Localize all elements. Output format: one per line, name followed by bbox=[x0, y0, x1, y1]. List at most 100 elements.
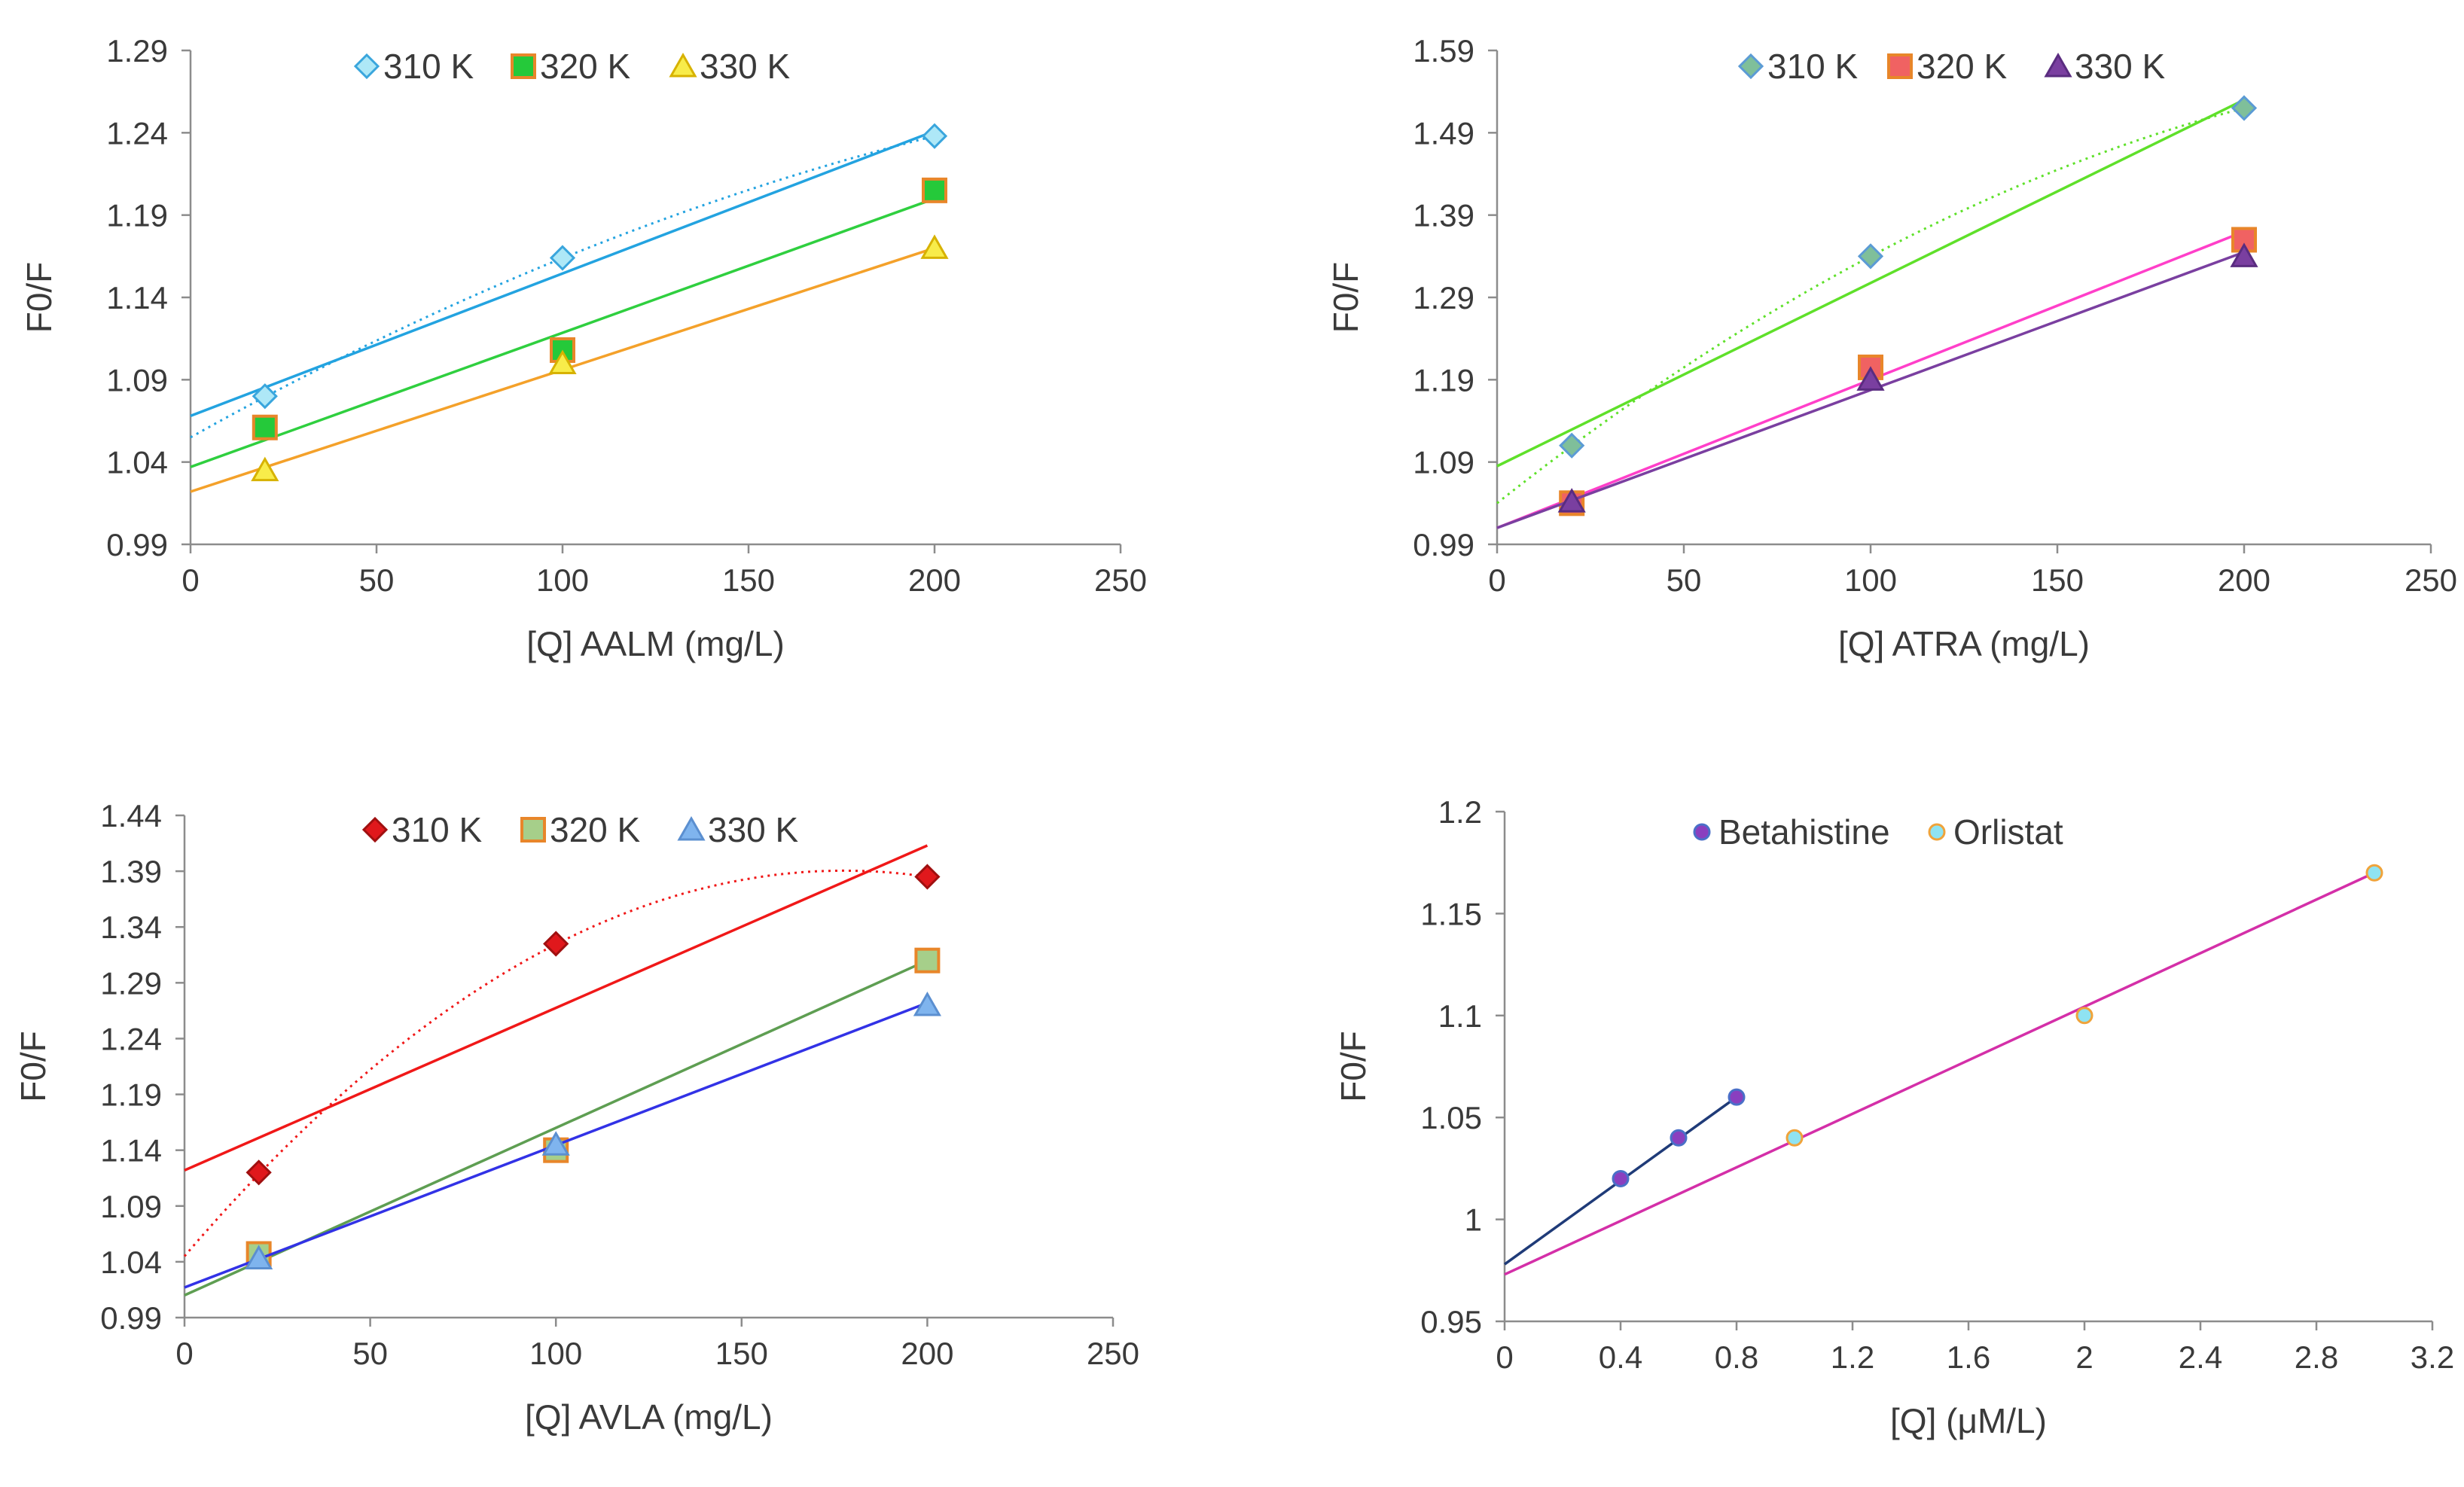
poly-trend-curve bbox=[190, 135, 935, 439]
data-point bbox=[913, 991, 941, 1016]
x-tick-label: 0 bbox=[175, 1336, 193, 1371]
x-tick-label: 200 bbox=[2218, 562, 2270, 598]
series-orlistat bbox=[1504, 864, 2383, 1276]
series-310-k bbox=[183, 844, 941, 1257]
trend-line bbox=[190, 130, 935, 418]
legend-label: 320 K bbox=[550, 810, 641, 849]
x-axis-title: [Q] AALM (mg/L) bbox=[526, 624, 785, 663]
y-tick-label: 1.05 bbox=[1420, 1100, 1482, 1135]
data-point bbox=[1857, 243, 1884, 270]
legend-marker bbox=[1693, 823, 1711, 841]
x-tick-label: 250 bbox=[1087, 1336, 1139, 1371]
y-tick-label: 1.09 bbox=[100, 1189, 162, 1224]
x-tick-label: 1.2 bbox=[1831, 1339, 1874, 1375]
data-point bbox=[251, 456, 279, 482]
x-tick-label: 3.2 bbox=[2411, 1339, 2454, 1375]
y-tick-label: 1.2 bbox=[1438, 794, 1482, 830]
x-tick-label: 2 bbox=[2075, 1339, 2093, 1375]
y-tick-label: 1.14 bbox=[100, 1133, 162, 1169]
x-tick-label: 0.4 bbox=[1599, 1339, 1642, 1375]
data-point bbox=[252, 383, 278, 410]
y-tick-label: 1.39 bbox=[100, 854, 162, 889]
y-tick-label: 1.04 bbox=[106, 445, 168, 480]
data-point bbox=[1612, 1169, 1630, 1187]
y-tick-label: 1 bbox=[1465, 1202, 1482, 1238]
trend-line bbox=[184, 844, 929, 1172]
chart-panel-4: 0.95 1 1.05 1.1 1.15 1.2 0 0.4 0.8 1.2 1.6 2 2.4 2.8 3… bbox=[1334, 794, 2454, 1440]
legend-marker bbox=[361, 816, 389, 843]
y-tick-label: 1.19 bbox=[100, 1077, 162, 1113]
data-point bbox=[549, 245, 576, 271]
y-tick-label: 1.09 bbox=[106, 362, 168, 398]
data-point bbox=[541, 1131, 570, 1156]
chart-panel-2: 0.99 1.09 1.19 1.29 1.39 1.49 1.59 0 50 100 150 200… bbox=[1326, 33, 2457, 663]
y-tick-label: 1.59 bbox=[1413, 33, 1474, 69]
legend-label: 330 K bbox=[708, 810, 799, 849]
data-point bbox=[245, 1159, 272, 1186]
x-axis-title: [Q] ATRA (mg/L) bbox=[1838, 624, 2090, 663]
data-point bbox=[1856, 366, 1885, 391]
y-tick-label: 1.24 bbox=[106, 115, 168, 151]
y-tick-label: 1.04 bbox=[100, 1245, 162, 1280]
poly-trend-curve bbox=[1496, 107, 2245, 504]
y-tick-label: 1.15 bbox=[1420, 896, 1482, 931]
data-point bbox=[1728, 1088, 1746, 1106]
legend-marker bbox=[520, 817, 546, 843]
legend-label: Betahistine bbox=[1718, 812, 1890, 852]
legend-label: 310 K bbox=[1767, 47, 1859, 86]
x-tick-label: 200 bbox=[908, 562, 961, 598]
data-point bbox=[548, 349, 577, 374]
x-tick-label: 50 bbox=[352, 1336, 388, 1371]
x-tick-label: 0 bbox=[1488, 562, 1505, 598]
legend-marker bbox=[1737, 53, 1764, 80]
trend-line bbox=[190, 197, 935, 468]
data-point bbox=[1785, 1129, 1804, 1147]
poly-trend-curve bbox=[183, 869, 928, 1257]
y-tick-label: 1.34 bbox=[100, 910, 162, 945]
legend-label: 330 K bbox=[700, 47, 791, 86]
legend-label: Orlistat bbox=[1953, 812, 2063, 852]
legend-marker bbox=[353, 53, 380, 80]
x-tick-label: 250 bbox=[2405, 562, 2457, 598]
trend-line bbox=[1504, 871, 2375, 1276]
series-330-k bbox=[190, 234, 949, 493]
legend-marker bbox=[669, 52, 697, 78]
data-point bbox=[245, 1245, 273, 1269]
y-tick-label: 1.29 bbox=[100, 965, 162, 1001]
y-tick-label: 1.19 bbox=[1413, 362, 1474, 398]
legend-label: 330 K bbox=[2075, 47, 2166, 86]
y-tick-label: 0.99 bbox=[106, 527, 168, 562]
y-tick-label: 0.99 bbox=[100, 1300, 162, 1336]
data-point bbox=[914, 864, 941, 890]
data-point bbox=[922, 177, 947, 203]
legend-marker bbox=[2044, 52, 2072, 78]
y-tick-label: 1.24 bbox=[100, 1021, 162, 1056]
x-tick-label: 0.8 bbox=[1715, 1339, 1758, 1375]
x-tick-label: 100 bbox=[1844, 562, 1897, 598]
y-tick-label: 1.09 bbox=[1413, 445, 1474, 480]
data-point bbox=[1670, 1129, 1688, 1147]
x-tick-label: 200 bbox=[901, 1336, 953, 1371]
y-axis-title: F0/F bbox=[14, 1031, 53, 1102]
x-tick-label: 250 bbox=[1094, 562, 1147, 598]
x-tick-label: 1.6 bbox=[1947, 1339, 1990, 1375]
data-point bbox=[1557, 488, 1586, 513]
series-310-k bbox=[1496, 95, 2258, 504]
data-point bbox=[1559, 432, 1585, 459]
legend-label: 320 K bbox=[540, 47, 631, 86]
x-tick-label: 0 bbox=[181, 562, 199, 598]
legend-marker bbox=[1887, 53, 1913, 79]
data-point bbox=[2365, 864, 2383, 882]
legend-marker bbox=[511, 53, 536, 79]
chart-panel-1: 0.99 1.04 1.09 1.14 1.19 1.24 1.29 0 50 100 150 200… bbox=[20, 33, 1147, 663]
series-330-k bbox=[1496, 242, 2258, 529]
x-axis-title: [Q] AVLA (mg/L) bbox=[525, 1397, 773, 1437]
series-320-k bbox=[190, 177, 947, 468]
y-axis-title: F0/F bbox=[1334, 1031, 1373, 1102]
legend-label: 310 K bbox=[392, 810, 483, 849]
y-tick-label: 1.29 bbox=[1413, 280, 1474, 315]
data-point bbox=[2075, 1007, 2093, 1025]
y-axis-title: F0/F bbox=[1326, 262, 1365, 334]
x-tick-label: 2.4 bbox=[2179, 1339, 2222, 1375]
